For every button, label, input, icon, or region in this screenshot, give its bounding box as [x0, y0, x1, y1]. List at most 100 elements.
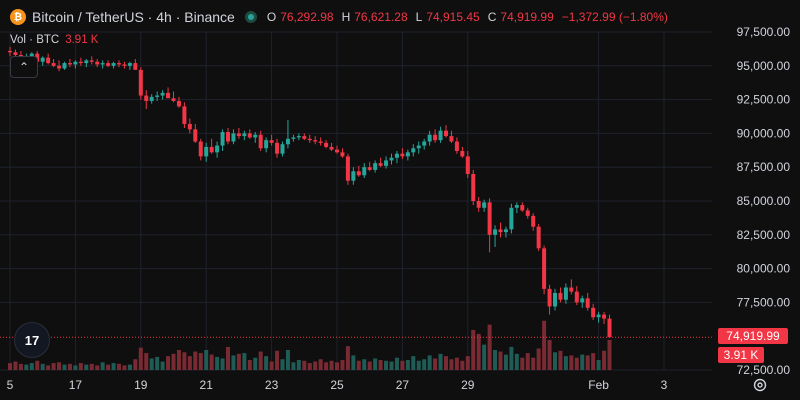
- volume-bar: [602, 350, 607, 370]
- candle-body: [400, 153, 405, 157]
- candle-body: [307, 138, 312, 141]
- settings-icon[interactable]: [751, 376, 769, 394]
- volume-bar: [476, 333, 481, 370]
- candle-body: [187, 123, 192, 130]
- volume-bar: [176, 350, 181, 370]
- price-tick-label: 97,500.00: [737, 25, 791, 39]
- volume-bar: [498, 351, 503, 370]
- volume-bar: [117, 363, 121, 370]
- volume-bar: [373, 358, 378, 370]
- volume-bar: [536, 348, 541, 370]
- price-tick-label: 95,000.00: [737, 59, 791, 73]
- candle-body: [95, 61, 100, 65]
- time-axis[interactable]: 5 17 19 21 23 25 27 29 Feb 3: [7, 378, 668, 392]
- candle-body: [258, 134, 263, 149]
- volume-bar: [67, 363, 72, 370]
- volume-bar: [553, 352, 557, 370]
- candle-body: [324, 142, 329, 147]
- candle-body: [106, 63, 111, 66]
- tradingview-logo[interactable]: 17: [14, 322, 50, 358]
- volume-label[interactable]: Vol · BTC: [10, 34, 60, 46]
- candle-body: [444, 130, 448, 137]
- candle-body: [29, 53, 34, 57]
- volume-bar: [471, 330, 476, 370]
- candle-body: [313, 140, 318, 142]
- volume-bar: [247, 360, 252, 370]
- volume-bar: [296, 360, 301, 370]
- volume-bar: [220, 358, 225, 370]
- volume-bar: [100, 362, 105, 370]
- price-tick-label: 82,500.00: [737, 228, 791, 242]
- high-key: H: [341, 10, 351, 24]
- candle-body: [285, 138, 290, 145]
- candle-body: [574, 291, 579, 303]
- time-tick-label: 21: [200, 378, 214, 392]
- market-status-icon[interactable]: [244, 11, 257, 23]
- volume-bar: [400, 360, 405, 370]
- price-tick-label: 87,500.00: [737, 160, 791, 174]
- volume-bar: [226, 346, 230, 370]
- candle-body: [111, 63, 116, 66]
- candle-body: [607, 318, 612, 338]
- candle-body: [46, 57, 51, 64]
- candle-body: [394, 153, 399, 158]
- volume-bar: [78, 363, 83, 370]
- candle-body: [389, 157, 394, 161]
- candle-body: [367, 167, 372, 170]
- candle-body: [329, 146, 334, 150]
- candle-body: [493, 229, 498, 235]
- candle-body: [193, 129, 198, 142]
- candle-body: [182, 106, 187, 124]
- volume-bar: [160, 361, 165, 370]
- volume-bar: [416, 360, 421, 370]
- candle-body: [8, 50, 12, 53]
- candle-body: [525, 210, 530, 216]
- volume-bar: [8, 363, 12, 370]
- candle-body: [171, 98, 176, 101]
- candle-body: [362, 167, 367, 176]
- price-axis[interactable]: 97,500.00 95,000.00 92,500.00 90,000.00 87,5…: [737, 25, 791, 377]
- volume-bar: [356, 360, 361, 370]
- candle-body: [547, 288, 552, 307]
- volume-bar: [465, 356, 470, 370]
- chevron-up-icon: ⌃: [18, 60, 30, 74]
- volume-bar: [62, 364, 67, 370]
- candle-body: [422, 141, 427, 146]
- candle-body: [531, 215, 536, 227]
- volume-bar: [73, 365, 78, 370]
- candle-body: [454, 141, 459, 151]
- volume-bar: [269, 361, 274, 370]
- candle-body: [220, 132, 225, 146]
- close-key: C: [487, 10, 497, 24]
- candle-body: [231, 133, 236, 142]
- symbol-title[interactable]: Bitcoin / TetherUS · 4h · Binance: [32, 9, 235, 25]
- candle-body: [127, 63, 132, 66]
- candle-body: [176, 100, 181, 107]
- volume-bar: [482, 344, 487, 370]
- volume-bar: [40, 363, 45, 370]
- current-volume-label: 3.91 K: [718, 347, 764, 363]
- volume-bar: [509, 346, 514, 370]
- candle-body: [62, 63, 67, 69]
- volume-bar: [340, 360, 345, 370]
- candle-body: [351, 171, 356, 181]
- candle-body: [209, 146, 214, 153]
- candle-body: [580, 298, 585, 303]
- volume-bar: [18, 363, 23, 370]
- candle-body: [405, 152, 410, 157]
- volume-bar: [493, 350, 498, 370]
- current-price-label: 74,919.99: [718, 328, 788, 344]
- low-key: L: [415, 10, 423, 24]
- volume-bar: [280, 359, 285, 370]
- candle-body: [553, 292, 557, 307]
- time-tick-label: 19: [134, 378, 148, 392]
- volume-bar: [242, 353, 247, 370]
- price-tick-label: 92,500.00: [737, 93, 791, 107]
- volume-bar: [351, 355, 356, 370]
- candle-body: [416, 145, 421, 149]
- candle-body: [144, 95, 149, 101]
- collapse-legend-button[interactable]: ⌃: [10, 56, 38, 78]
- candle-body: [269, 140, 274, 143]
- candle-body: [133, 63, 138, 70]
